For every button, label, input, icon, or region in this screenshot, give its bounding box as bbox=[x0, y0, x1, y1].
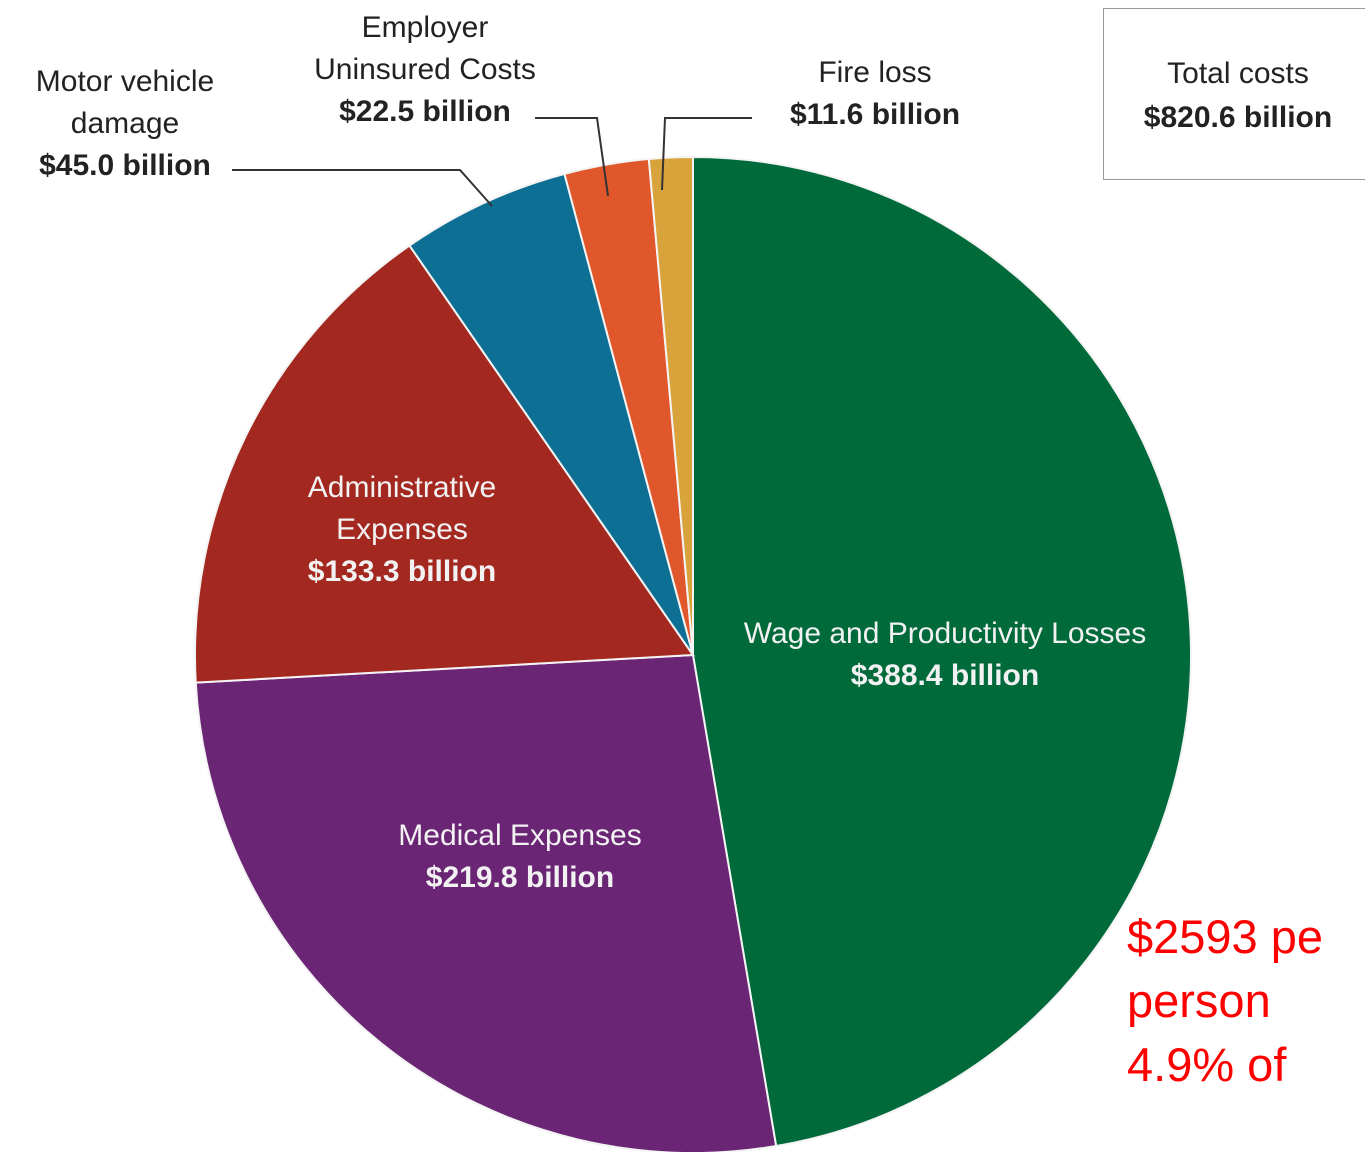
value-label: $219.8 billion bbox=[425, 861, 615, 894]
annotation: $2593 pe person 4.9% of bbox=[1127, 905, 1323, 1097]
leader-line bbox=[535, 117, 609, 197]
total-box: Total costs $820.6 billion bbox=[1103, 8, 1365, 180]
annotation-line: 4.9% of bbox=[1127, 1038, 1287, 1091]
slice bbox=[692, 155, 1193, 1148]
annotation-line: $2593 pe bbox=[1127, 910, 1324, 963]
value-label: $11.6 billion bbox=[789, 98, 961, 131]
slice-label: Administrative Expenses $133.3 billion bbox=[272, 467, 532, 593]
slice bbox=[194, 244, 695, 684]
category-label: Motor vehicle damage bbox=[35, 65, 215, 140]
leader-line bbox=[232, 169, 493, 207]
annotation-line: person bbox=[1127, 974, 1271, 1027]
category-label: Employer Uninsured Costs bbox=[314, 11, 536, 86]
total-value: $820.6 billion bbox=[1143, 101, 1333, 134]
slice bbox=[194, 653, 778, 1152]
slice bbox=[408, 172, 694, 656]
category-label: Fire loss bbox=[818, 56, 932, 89]
slice-label: Medical Expenses $219.8 billion bbox=[340, 815, 700, 899]
slice-label: Motor vehicle damage $45.0 billion bbox=[5, 61, 245, 187]
slice-label: Wage and Productivity Losses $388.4 billi… bbox=[735, 613, 1155, 697]
slice-label: Fire loss $11.6 billion bbox=[725, 52, 1025, 136]
category-label: Medical Expenses bbox=[398, 819, 642, 852]
pie bbox=[194, 155, 1193, 1152]
value-label: $388.4 billion bbox=[850, 659, 1040, 692]
value-label: $133.3 billion bbox=[307, 555, 497, 588]
total-label: Total costs bbox=[1167, 57, 1309, 90]
slice bbox=[647, 155, 694, 656]
leader-line bbox=[661, 117, 752, 191]
category-label: Wage and Productivity Losses bbox=[743, 617, 1147, 650]
value-label: $22.5 billion bbox=[339, 95, 511, 128]
slice-label: Employer Uninsured Costs $22.5 billion bbox=[295, 7, 555, 133]
category-label: Administrative Expenses bbox=[307, 471, 497, 546]
value-label: $45.0 billion bbox=[39, 149, 211, 182]
